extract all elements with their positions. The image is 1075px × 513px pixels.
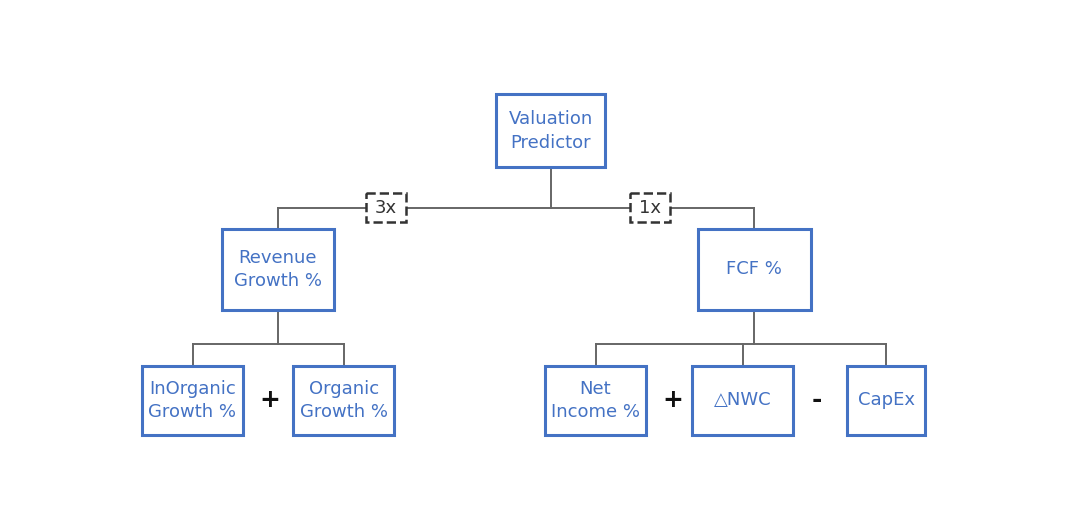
FancyBboxPatch shape	[497, 94, 605, 167]
Text: InOrganic
Growth %: InOrganic Growth %	[148, 380, 236, 421]
FancyBboxPatch shape	[293, 366, 395, 435]
Text: Valuation
Predictor: Valuation Predictor	[508, 110, 592, 152]
FancyBboxPatch shape	[847, 366, 924, 435]
Text: -: -	[812, 388, 821, 412]
Text: +: +	[662, 388, 684, 412]
Text: △NWC: △NWC	[714, 391, 772, 409]
Text: Revenue
Growth %: Revenue Growth %	[233, 249, 321, 290]
Text: 3x: 3x	[375, 199, 398, 217]
Text: +: +	[259, 388, 281, 412]
Text: FCF %: FCF %	[727, 261, 783, 279]
FancyBboxPatch shape	[698, 229, 811, 310]
FancyBboxPatch shape	[367, 193, 406, 223]
FancyBboxPatch shape	[221, 229, 334, 310]
FancyBboxPatch shape	[630, 193, 670, 223]
FancyBboxPatch shape	[142, 366, 243, 435]
Text: Organic
Growth %: Organic Growth %	[300, 380, 388, 421]
Text: CapEx: CapEx	[858, 391, 915, 409]
FancyBboxPatch shape	[692, 366, 793, 435]
FancyBboxPatch shape	[545, 366, 646, 435]
Text: 1x: 1x	[639, 199, 661, 217]
Text: Net
Income %: Net Income %	[551, 380, 640, 421]
